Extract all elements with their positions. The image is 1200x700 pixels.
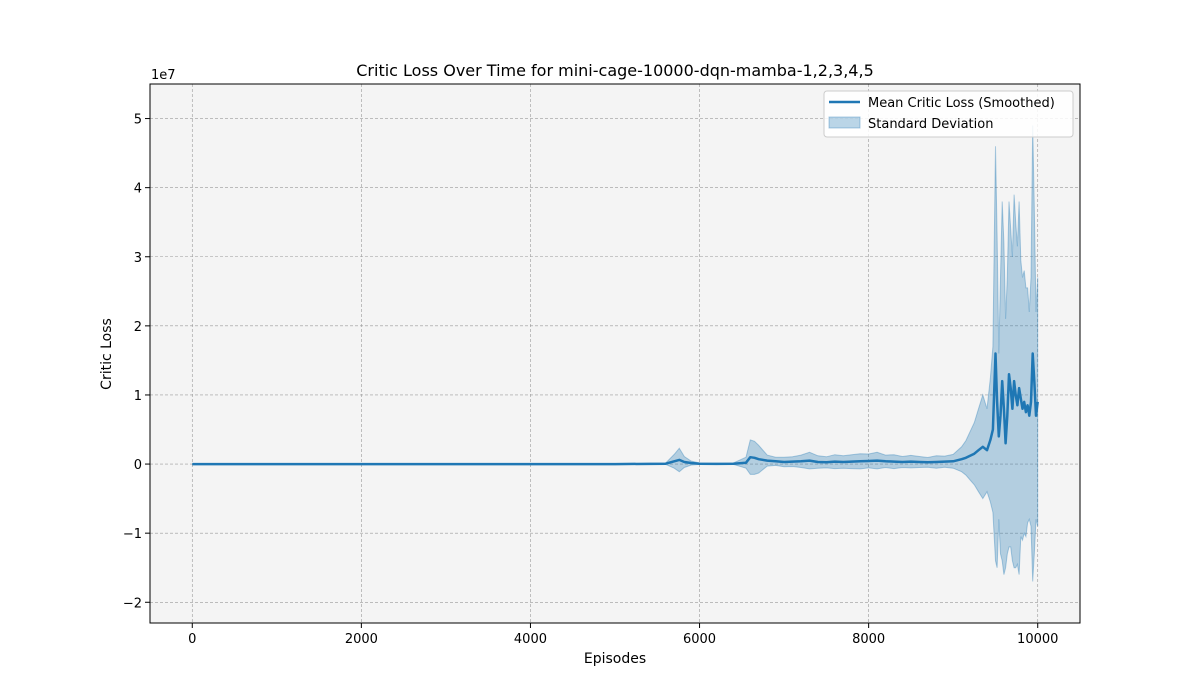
x-tick-label: 8000 bbox=[852, 632, 885, 647]
chart-title: Critic Loss Over Time for mini-cage-1000… bbox=[356, 61, 874, 80]
y-axis-label: Critic Loss bbox=[99, 318, 115, 390]
y-axis-ticks: −2 −1 0 1 2 3 4 5 bbox=[123, 113, 150, 611]
legend-band-swatch bbox=[828, 116, 861, 129]
legend-std-label: Standard Deviation bbox=[868, 117, 993, 132]
x-axis-label: Episodes bbox=[584, 651, 646, 667]
y-tick-label: −2 bbox=[123, 596, 142, 611]
x-tick-label: 2000 bbox=[345, 632, 378, 647]
x-axis-ticks: 0 2000 4000 6000 8000 10000 bbox=[188, 623, 1058, 647]
x-tick-label: 4000 bbox=[514, 632, 547, 647]
y-tick-label: 4 bbox=[134, 182, 142, 197]
y-tick-label: 2 bbox=[134, 320, 142, 335]
legend-box bbox=[823, 90, 1074, 138]
x-tick-label: 10000 bbox=[1017, 632, 1058, 647]
y-axis-offset-label: 1e7 bbox=[151, 68, 176, 83]
y-tick-label: 1 bbox=[134, 389, 142, 404]
plot-area bbox=[150, 84, 1080, 623]
y-tick-label: −1 bbox=[123, 527, 142, 542]
x-tick-label: 6000 bbox=[683, 632, 716, 647]
plot-frame bbox=[149, 83, 1081, 624]
y-tick-label: 5 bbox=[134, 113, 142, 128]
x-tick-label: 0 bbox=[188, 632, 196, 647]
mean-critic-loss-line bbox=[192, 352, 1039, 466]
legend: Mean Critic Loss (Smoothed) Standard Dev… bbox=[823, 90, 1074, 138]
legend-mean-label: Mean Critic Loss (Smoothed) bbox=[868, 96, 1055, 111]
y-tick-label: 0 bbox=[134, 458, 142, 473]
plot-content bbox=[192, 125, 1039, 582]
y-tick-label: 3 bbox=[134, 251, 142, 266]
